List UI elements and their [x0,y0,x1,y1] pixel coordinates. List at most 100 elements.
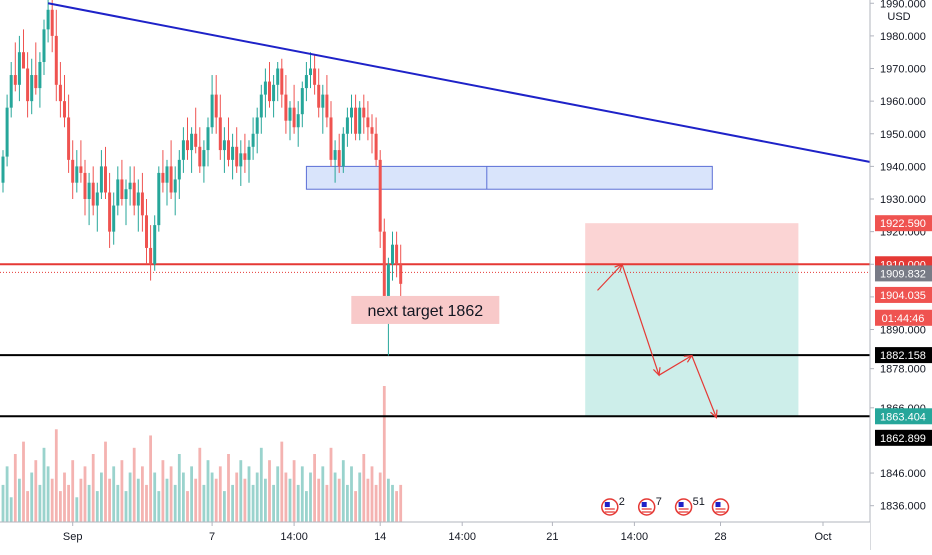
candle-body [227,140,230,160]
candle-body [116,179,120,206]
support-zone[interactable] [305,165,713,190]
descending-trendline[interactable] [47,2,885,166]
flag-stripes-icon [715,508,726,513]
candle-body [292,107,296,128]
price-tick-label: 1890.000 [880,325,926,337]
volume-bar [149,435,152,522]
volume-bar [350,466,353,522]
candle-body [157,172,161,226]
volume-bar [173,484,177,522]
projection-segment[interactable] [691,355,717,418]
price-badge-label: 1862.899 [880,433,926,445]
volume-bar [124,491,128,522]
volume-bar [300,466,304,522]
volume-bar [235,472,239,522]
volume-bar [305,491,308,522]
time-axis[interactable]: Sep 7 14:00 14 14:00 21 14:00 28 Oct [0,521,870,550]
candle-body [268,81,271,102]
volume-bar [341,460,345,522]
candle-body [149,247,153,265]
candle-body [304,75,308,89]
candle-body [296,114,300,128]
time-tick-label: 21 [546,531,558,543]
candle-body [87,182,91,200]
candle-body [112,205,116,232]
volume-bar [104,441,107,522]
candle-body [42,29,46,62]
price-axis[interactable]: 1836.0001846.0001866.0001878.0001890.000… [869,0,932,550]
candle-body [231,146,235,160]
candle-body [222,140,226,151]
volume-bar [194,478,198,522]
volume-bar [358,472,362,522]
volume-bar [259,447,263,522]
event-count: 2 [619,496,625,508]
candle-body [99,166,103,193]
candle-body [239,153,243,167]
candle-body [288,107,292,121]
projection-segment[interactable] [621,264,660,376]
candle-body [63,101,66,118]
projection-arrowhead [710,409,718,419]
volume-bar [202,484,206,522]
price-tick-label: 1836.000 [880,501,926,513]
volume-bar [22,441,25,522]
candle-body [370,127,374,134]
volume-bar [354,491,357,522]
volume-bar [378,472,382,522]
volume-bar [132,447,136,522]
candle-body [313,68,317,85]
candle-body [276,68,280,85]
time-tick-label: 14 [374,531,386,543]
projection-segment[interactable] [597,263,623,291]
volume-bar [9,497,13,522]
currency-label: USD [887,11,910,23]
volume-bar [239,460,243,522]
stop-loss-zone[interactable] [585,223,799,265]
take-profit-zone[interactable] [585,264,799,417]
volume-bar [182,472,185,522]
price-badge [875,408,932,425]
candle-body [30,75,34,102]
candle-body [140,192,144,216]
candle-body [333,150,337,160]
candle-body [165,166,169,183]
event-count: 7 [656,496,662,508]
volume-bar [382,386,386,522]
candle-body [337,150,341,167]
volume-bar [169,466,173,522]
annotation-box[interactable] [351,295,500,324]
volume-bar [54,429,58,522]
candle-body [325,94,329,118]
volume-bar [186,491,189,522]
candle-body [247,146,251,160]
candle-body [251,133,255,147]
price-badge [875,347,932,364]
time-axis-background [0,522,870,550]
volume-bar [128,472,132,522]
volume-bar [13,454,17,522]
volume-bar [251,484,255,522]
volume-bar [1,484,5,522]
candle-body [75,166,79,183]
volume-bar [145,484,148,522]
zones-layer [305,165,799,417]
volume-bar [75,497,79,522]
volume-bar [362,454,366,522]
candle-body [354,107,358,134]
candle-body [54,35,58,85]
candle-body [259,94,263,118]
volume-bar [346,484,349,522]
candle-body [17,52,21,85]
volume-bar [321,466,325,522]
price-tick-label: 1980.000 [880,31,926,43]
volume-bar [190,466,193,522]
candle-body [263,81,267,95]
volume-bar [333,472,337,522]
candle-body [132,182,136,206]
price-badge [875,429,932,446]
candle-body [161,172,165,183]
projection-segment[interactable] [658,355,693,376]
